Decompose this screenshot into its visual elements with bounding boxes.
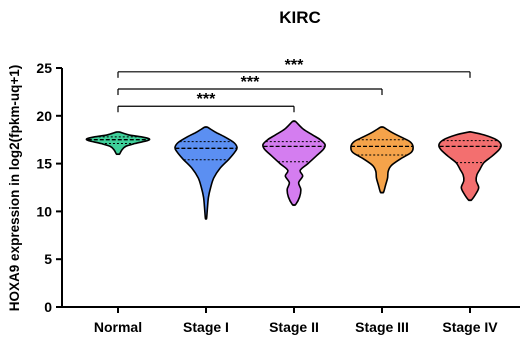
violin-stage-i [174,126,238,220]
violin-stage-iv [438,131,502,202]
y-axis-label: HOXA9 expression in log2(fpkm-uq+1) [7,65,22,311]
x-tick-label: Stage II [269,319,319,335]
significance-bracket: *** [117,57,471,78]
chart-title: KIRC [279,8,321,27]
significance-bracket: *** [117,74,383,96]
y-tick-label: 20 [36,108,52,124]
y-tick-label: 5 [44,251,52,267]
x-tick-label: Stage III [355,319,409,335]
significance-label: *** [285,57,304,74]
y-axis: 0 5 10 15 20 25 [36,60,63,315]
y-tick-label: 15 [36,156,52,172]
significance-brackets: *** *** *** [117,57,471,113]
y-tick-label: 10 [36,203,52,219]
violin-normal [85,131,151,156]
y-tick-label: 25 [36,60,52,76]
violin-body [350,126,414,194]
significance-label: *** [197,91,216,108]
x-axis: Normal Stage I Stage II Stage III Stage IV [62,306,520,335]
x-tick-label: Normal [94,319,142,335]
violin-body [262,120,326,207]
violin-stage-ii [262,120,326,207]
violin-stage-iii [350,126,414,194]
significance-label: *** [241,74,260,91]
violin-body [174,126,238,220]
violin-body [438,131,502,202]
x-tick-label: Stage IV [442,319,498,335]
violins [85,120,502,220]
y-tick-label: 0 [44,299,52,315]
x-tick-label: Stage I [183,319,229,335]
significance-bracket: *** [117,91,295,113]
